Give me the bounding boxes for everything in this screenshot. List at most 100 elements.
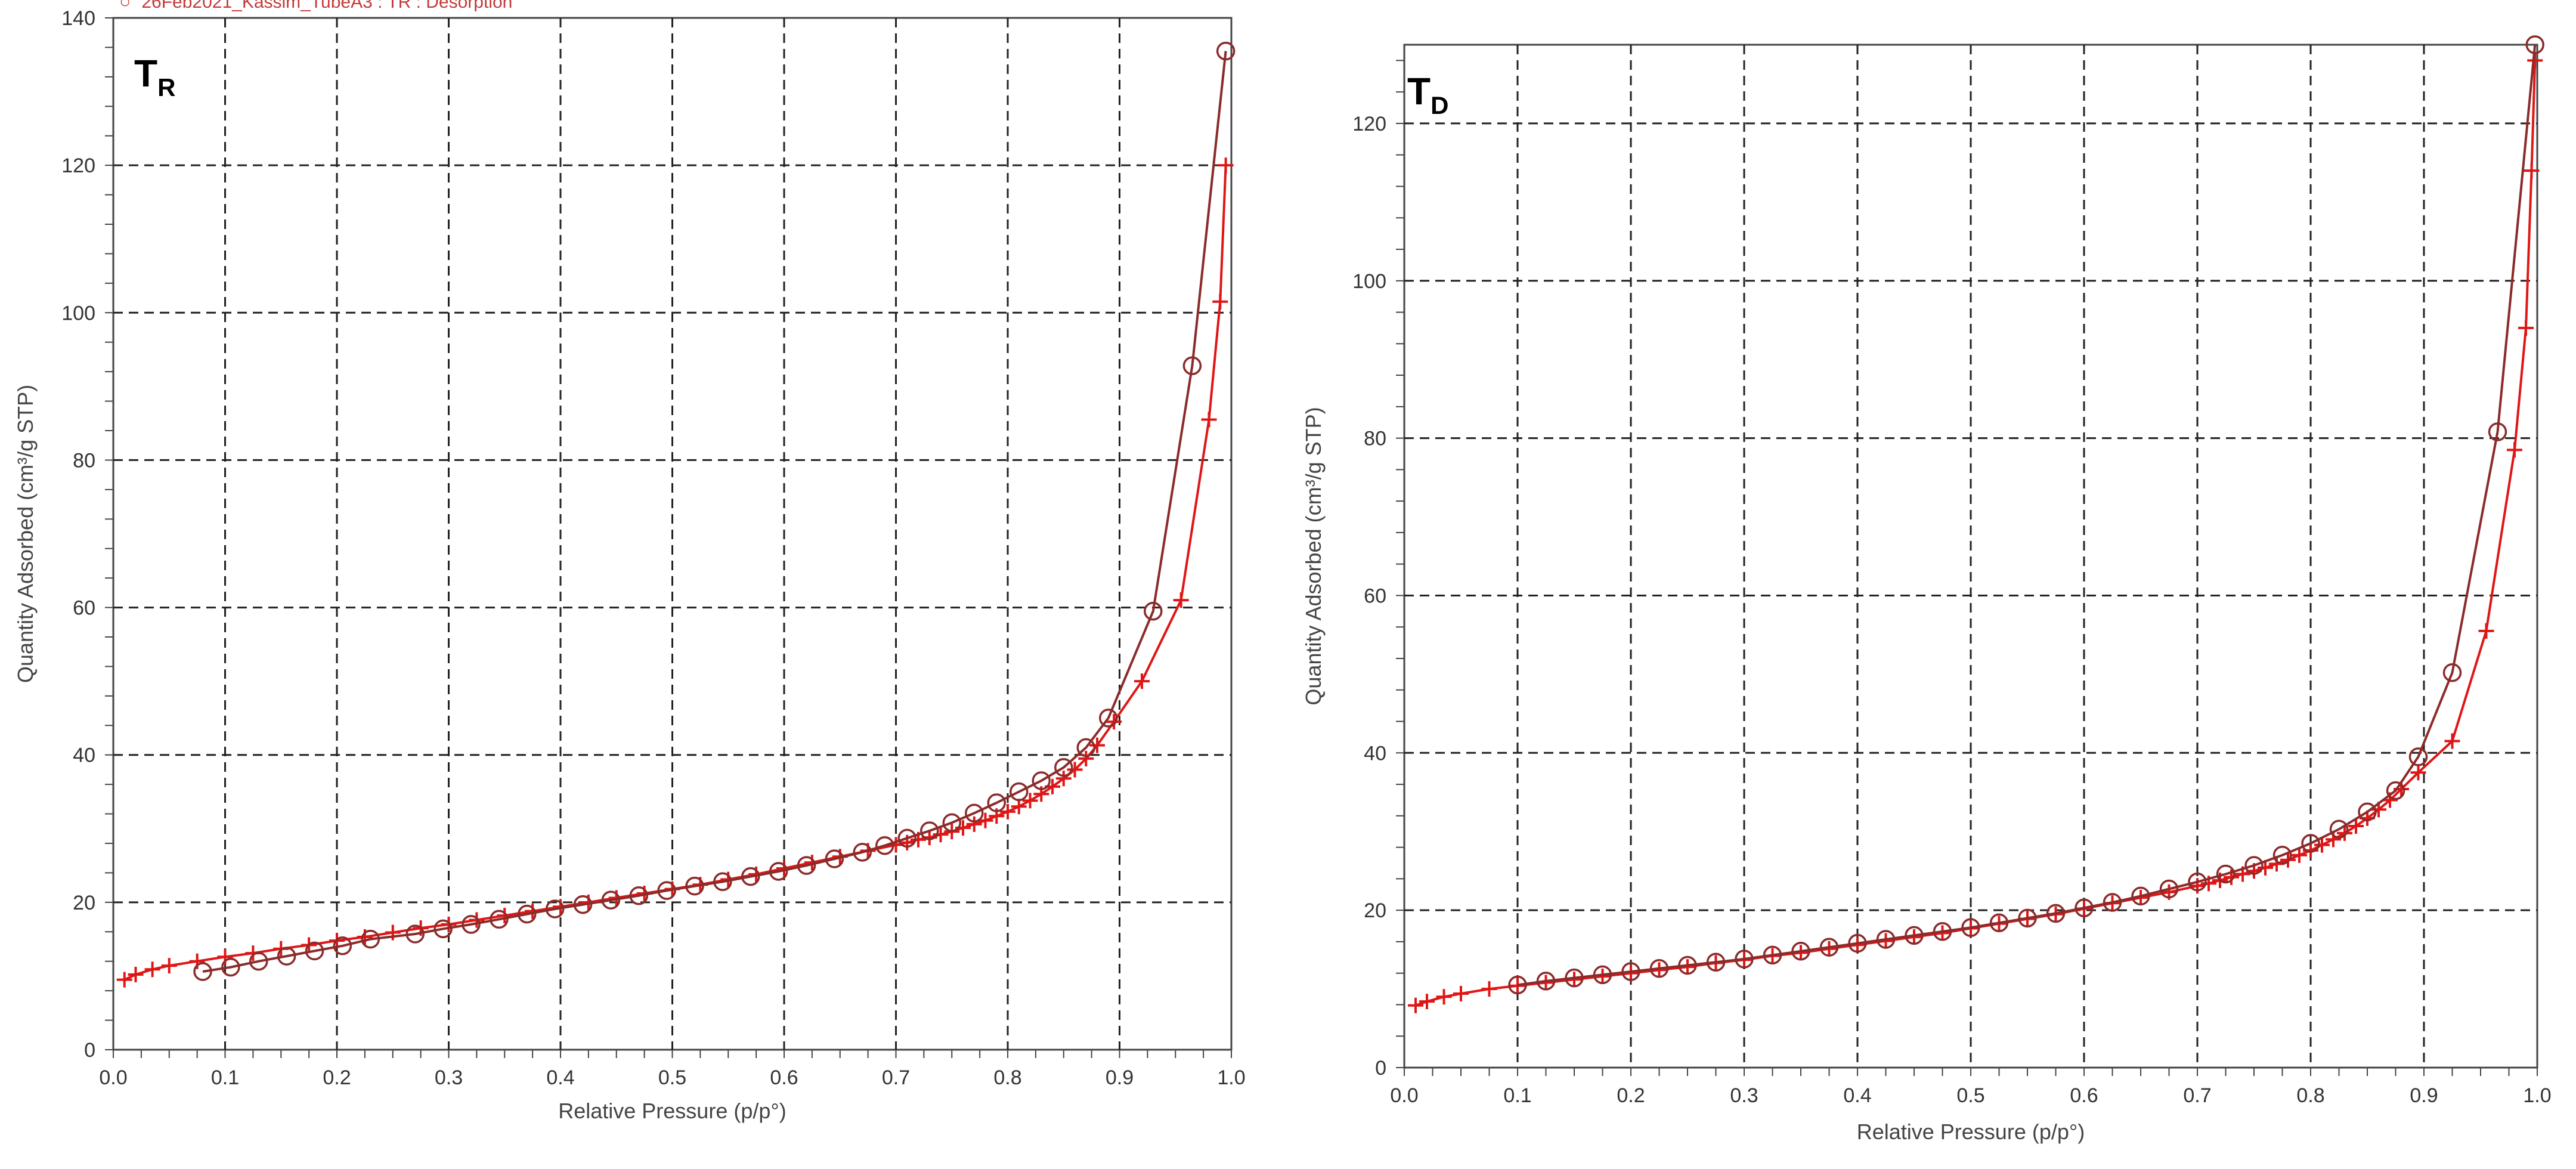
- desorption-point: [2103, 893, 2122, 912]
- adsorption-point: [966, 816, 982, 832]
- desorption-point: [875, 836, 894, 855]
- adsorption-point: [1011, 799, 1027, 815]
- desorption-point: [713, 872, 732, 892]
- desorption-point: [1054, 757, 1073, 777]
- y-tick-label: 80: [73, 449, 95, 472]
- desorption-point: [1593, 965, 1612, 985]
- plot-frame: [1403, 44, 2538, 1069]
- desorption-point: [1621, 962, 1640, 981]
- desorption-point: [601, 890, 621, 910]
- legend-strip: ○ 26Feb2021_Kassim_TubeA3 : TR : Desorpti…: [119, 0, 512, 13]
- desorption-point: [221, 957, 240, 977]
- desorption-point: [2075, 898, 2094, 917]
- desorption-point: [462, 915, 481, 934]
- desorption-point: [965, 803, 984, 823]
- adsorption-point: [2314, 837, 2330, 853]
- adsorption-point: [1022, 793, 1038, 809]
- desorption-point: [518, 904, 537, 924]
- desorption-point: [1763, 945, 1782, 965]
- y-tick-label: 40: [1364, 742, 1386, 765]
- adsorption-point: [1173, 592, 1189, 608]
- y-tick-label: 60: [73, 597, 95, 620]
- panel-tag: TD: [1407, 70, 1448, 119]
- desorption-point: [2216, 864, 2236, 884]
- x-tick-label: 0.8: [2296, 1084, 2324, 1107]
- desorption-point: [1706, 952, 1726, 972]
- desorption-point: [2408, 747, 2428, 766]
- x-tick-label: 0.4: [1843, 1084, 1871, 1107]
- adsorption-point: [2524, 163, 2540, 179]
- desorption-point: [2442, 663, 2462, 682]
- adsorption-point: [2444, 733, 2460, 749]
- adsorption-point: [1212, 293, 1228, 310]
- desorption-point: [1144, 602, 1163, 621]
- desorption-point: [2386, 781, 2405, 800]
- adsorption-point: [977, 812, 993, 828]
- desorption-point: [1565, 968, 1584, 988]
- adsorption-point: [116, 972, 132, 988]
- y-axis-label: Quantity Adsorbed (cm³/g STP): [13, 385, 38, 683]
- desorption-point: [2046, 904, 2066, 923]
- adsorption-point: [2518, 320, 2534, 336]
- adsorption-point: [1106, 714, 1122, 730]
- y-tick-label: 0: [1375, 1057, 1386, 1080]
- desorption-point: [741, 867, 760, 886]
- x-tick-label: 0.1: [211, 1066, 239, 1089]
- desorption-point: [361, 929, 380, 949]
- desorption-point: [1678, 955, 1697, 975]
- panel-tag-subscript: R: [157, 73, 175, 101]
- adsorption-point: [161, 958, 177, 974]
- desorption-point: [2018, 908, 2037, 928]
- desorption-point: [942, 813, 961, 833]
- desorption-point: [1989, 913, 2009, 933]
- adsorption-point: [1089, 737, 1105, 753]
- y-tick-label: 120: [1352, 113, 1386, 135]
- x-tick-label: 0.0: [1390, 1084, 1418, 1107]
- desorption-point: [1876, 930, 1896, 949]
- x-tick-label: 0.6: [2070, 1084, 2098, 1107]
- desorption-point: [2272, 846, 2292, 865]
- adsorption-point: [1408, 997, 1423, 1013]
- y-tick-label: 140: [61, 7, 95, 30]
- panel-tag-letter: T: [1407, 70, 1431, 113]
- adsorption-point: [469, 912, 485, 928]
- desorption-point: [2188, 872, 2207, 892]
- adsorption-point: [1055, 771, 1072, 787]
- y-tick-label: 20: [73, 892, 95, 914]
- y-tick-label: 60: [1364, 584, 1386, 607]
- y-tick-label: 0: [84, 1039, 95, 1062]
- adsorption-point: [1134, 673, 1150, 689]
- desorption-point: [1032, 771, 1051, 790]
- desorption-point: [573, 895, 593, 914]
- x-axis-label: Relative Pressure (p/p°): [1857, 1119, 2085, 1144]
- adsorption-point: [1510, 978, 1525, 994]
- x-tick-label: 0.7: [882, 1066, 910, 1089]
- desorption-point: [2301, 834, 2320, 853]
- y-tick-label: 80: [1364, 428, 1386, 450]
- adsorption-point: [1078, 750, 1094, 766]
- adsorption-point: [2292, 847, 2307, 863]
- x-tick-label: 0.9: [2410, 1084, 2438, 1107]
- desorption-point: [2244, 856, 2264, 875]
- adsorption-point: [2507, 442, 2522, 458]
- x-tick-label: 0.6: [770, 1066, 798, 1089]
- adsorption-point: [2410, 765, 2426, 781]
- series-line-desorption: [1517, 44, 2537, 986]
- adsorption-point: [1419, 994, 1435, 1010]
- adsorption-point: [2258, 859, 2273, 876]
- x-tick-label: 0.1: [1503, 1084, 1531, 1107]
- adsorption-point: [128, 966, 144, 982]
- desorption-point: [1848, 933, 1867, 953]
- desorption-point: [545, 899, 565, 918]
- panel-tag: TR: [134, 52, 175, 101]
- x-tick-label: 0.9: [1106, 1066, 1134, 1089]
- desorption-point: [1905, 926, 1924, 945]
- y-tick-label: 40: [73, 744, 95, 767]
- adsorption-point: [144, 961, 160, 978]
- y-axis-label: Quantity Adsorbed (cm³/g STP): [1301, 407, 1326, 705]
- desorption-point: [657, 881, 676, 900]
- x-tick-label: 0.5: [1956, 1084, 1984, 1107]
- desorption-point: [2329, 819, 2349, 839]
- desorption-point: [277, 947, 296, 966]
